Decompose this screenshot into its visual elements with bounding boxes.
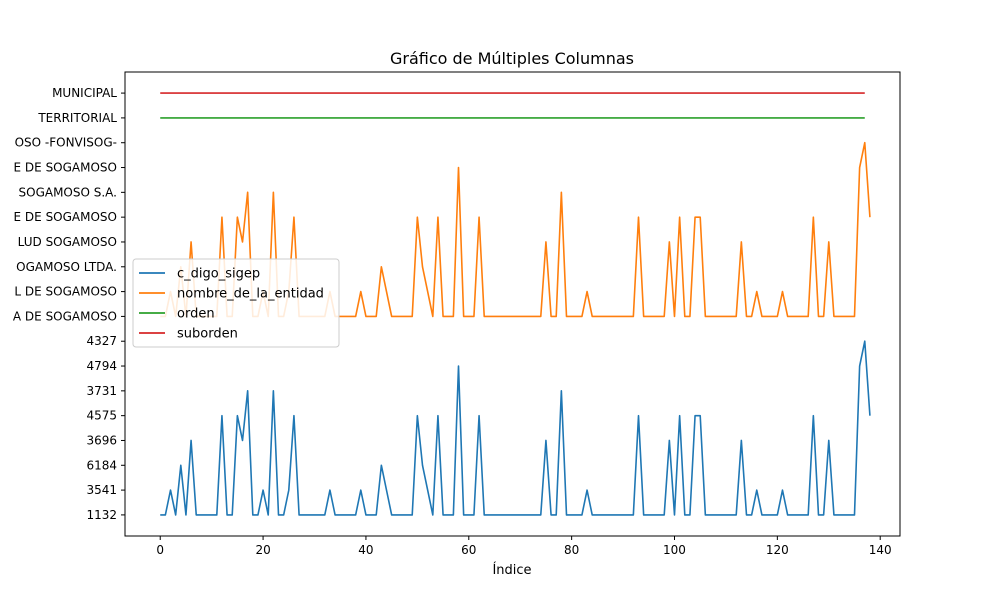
y-tick-label: A DE SOGAMOSO <box>13 309 117 323</box>
legend-label: suborden <box>177 327 238 342</box>
y-tick-label: LUD SOGAMOSO <box>18 235 117 249</box>
y-tick-label: E DE SOGAMOSO <box>14 161 117 175</box>
x-tick-label: 40 <box>358 543 373 557</box>
legend-label: nombre_de_la_entidad <box>177 287 324 302</box>
y-tick-label: SOGAMOSO S.A. <box>19 185 118 199</box>
x-tick-label: 120 <box>766 543 789 557</box>
y-tick-label: 4327 <box>86 334 117 348</box>
y-tick-label: 1132 <box>86 508 117 522</box>
y-tick-label: OGAMOSO LTDA. <box>16 260 117 274</box>
y-tick-label: 6184 <box>86 458 117 472</box>
legend-box <box>132 258 340 348</box>
x-tick-label: 60 <box>461 543 476 557</box>
x-tick-label: 80 <box>564 543 579 557</box>
plot-frame <box>124 71 901 537</box>
y-tick-label: L DE SOGAMOSO <box>14 285 117 299</box>
legend-label: orden <box>177 307 215 322</box>
y-tick-label: MUNICIPAL <box>52 86 117 100</box>
y-tick-label: TERRITORIAL <box>37 111 117 125</box>
y-tick-label: E DE SOGAMOSO <box>14 210 117 224</box>
chart-title: Gráfico de Múltiples Columnas <box>390 49 634 68</box>
y-tick-label: 3731 <box>86 384 117 398</box>
legend-label: c_digo_sigep <box>177 267 260 282</box>
x-tick-label: 140 <box>869 543 892 557</box>
x-tick-label: 20 <box>255 543 270 557</box>
x-axis-label: Índice <box>492 562 531 578</box>
y-axis: 1132 3541 6184 3696 4575 3731 4794 4327 A DE SOG… <box>13 86 125 522</box>
y-tick-label: 3696 <box>86 433 117 447</box>
series-line-c-digo-sigep <box>160 340 871 516</box>
y-tick-label: 4794 <box>86 359 117 373</box>
x-tick-label: 0 <box>156 543 164 557</box>
y-tick-label: 4575 <box>86 409 117 423</box>
x-axis: 0 20 40 60 80 100 120 140 <box>156 536 892 557</box>
x-tick-label: 100 <box>663 543 686 557</box>
y-tick-label: 3541 <box>86 483 117 497</box>
y-tick-label: OSO -FONVISOG- <box>15 136 117 150</box>
